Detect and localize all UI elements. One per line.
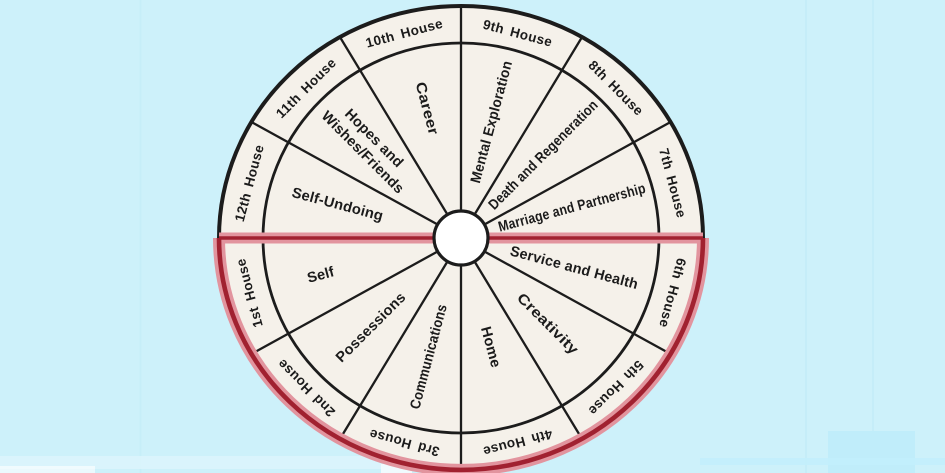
sector-divider-lines <box>250 6 672 470</box>
sector-divider <box>473 36 583 216</box>
sector-divider <box>483 250 672 356</box>
highlight-arc <box>216 237 706 473</box>
sector-divider <box>339 36 449 216</box>
sector-divider <box>473 260 583 440</box>
meaning-label-1: Self <box>306 264 337 287</box>
sector-divider <box>483 120 672 226</box>
artifact-block <box>381 464 412 473</box>
hub-circle <box>432 209 490 267</box>
sector-divider <box>250 120 439 226</box>
sector-divider <box>339 260 449 440</box>
artifact-strip <box>0 456 382 469</box>
sector-divider <box>250 250 439 356</box>
artifact-strip <box>0 466 95 473</box>
artifact-strip <box>700 458 945 465</box>
artifact-block <box>828 431 915 473</box>
